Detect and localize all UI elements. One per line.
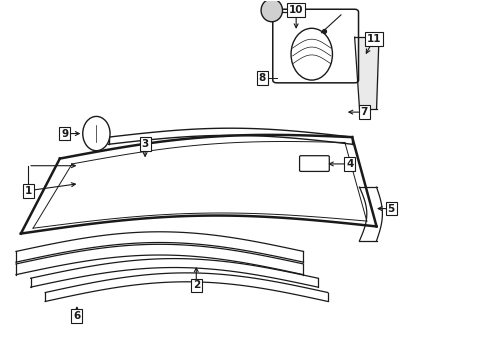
Text: 11: 11 xyxy=(367,34,381,44)
Ellipse shape xyxy=(261,0,283,22)
Text: 8: 8 xyxy=(258,73,266,83)
Text: 4: 4 xyxy=(346,159,353,169)
Text: 9: 9 xyxy=(61,129,68,139)
Ellipse shape xyxy=(83,116,110,151)
Text: 3: 3 xyxy=(142,139,149,149)
FancyBboxPatch shape xyxy=(273,9,359,83)
Text: 2: 2 xyxy=(193,280,200,291)
FancyBboxPatch shape xyxy=(299,156,329,171)
Text: 1: 1 xyxy=(24,186,32,196)
Text: 6: 6 xyxy=(74,311,80,321)
Text: 7: 7 xyxy=(361,107,368,117)
Text: 10: 10 xyxy=(289,5,303,15)
Text: 5: 5 xyxy=(388,203,395,213)
